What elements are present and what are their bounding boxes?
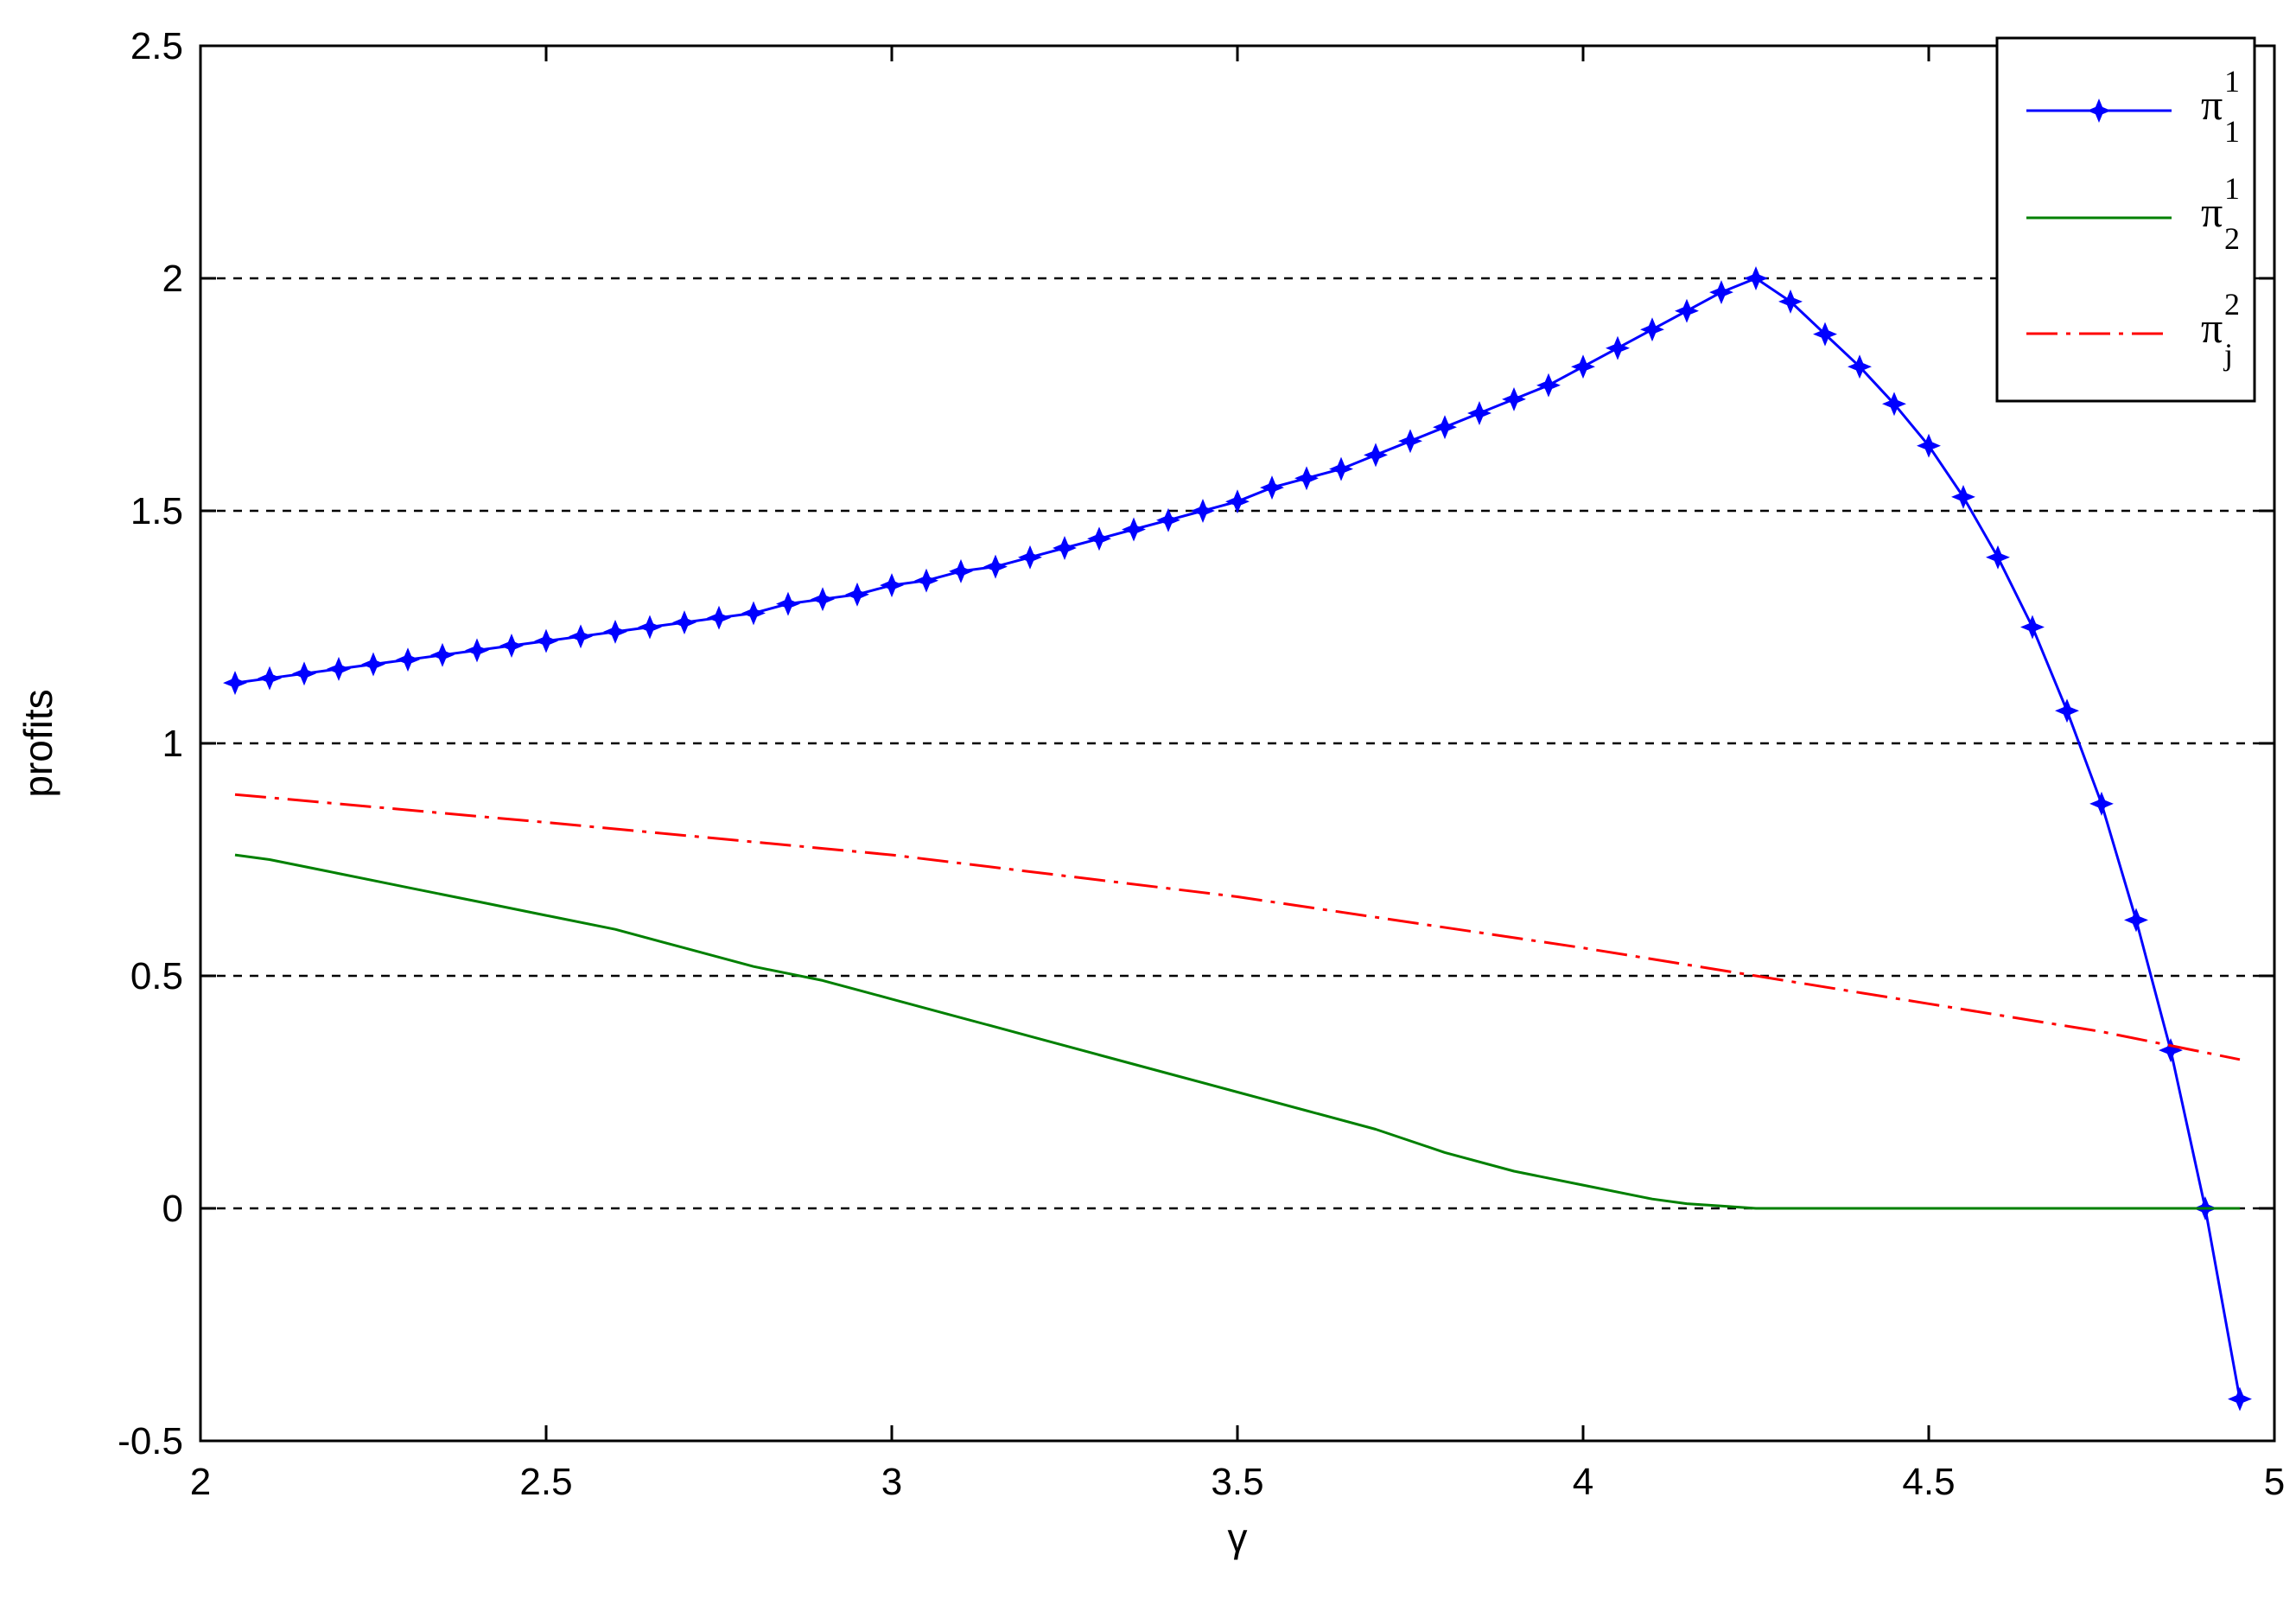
data-point-marker <box>1778 289 1803 314</box>
data-point-marker <box>776 591 800 616</box>
data-point-marker <box>1675 298 1699 323</box>
x-tick-label: 4.5 <box>1902 1461 1955 1503</box>
data-point-marker <box>811 587 835 612</box>
data-point-marker <box>569 624 593 649</box>
legend-label-subscript: 1 <box>2224 114 2240 149</box>
data-point-marker <box>1744 266 1768 290</box>
y-tick-label: 1 <box>162 723 183 765</box>
x-tick-label: 2 <box>190 1461 211 1503</box>
data-point-marker <box>361 652 385 677</box>
data-point-marker <box>465 638 489 663</box>
series-line <box>234 853 2240 1210</box>
data-point-marker <box>1951 484 1975 509</box>
data-point-marker <box>1536 373 1561 398</box>
data-point-marker <box>430 642 455 667</box>
data-point-marker <box>1709 280 1733 305</box>
data-point-marker <box>2228 1386 2252 1411</box>
data-point-marker <box>1156 507 1180 532</box>
series-group <box>234 793 2241 1061</box>
data-point-marker <box>2089 791 2114 816</box>
legend-label-base: π <box>2201 188 2223 236</box>
x-tick-label: 3 <box>881 1461 902 1503</box>
legend-label-subscript: j <box>2223 337 2233 372</box>
y-tick-label: 1.5 <box>130 490 183 532</box>
data-point-marker <box>741 601 766 626</box>
data-point-marker <box>983 554 1008 579</box>
y-tick-label: -0.5 <box>118 1420 183 1462</box>
x-tick-label: 4 <box>1573 1461 1593 1503</box>
data-point-marker <box>1260 475 1284 500</box>
data-point-marker <box>914 568 938 593</box>
legend-label-superscript: 1 <box>2224 171 2240 206</box>
data-point-marker <box>1848 354 1872 379</box>
data-point-marker <box>1882 392 1906 417</box>
data-point-marker <box>2020 615 2045 640</box>
data-point-marker <box>603 619 627 644</box>
y-axis-label: profits <box>16 689 60 797</box>
y-tick-label: 2.5 <box>130 25 183 67</box>
data-point-marker <box>1191 499 1215 523</box>
data-point-marker <box>258 666 282 691</box>
data-point-marker <box>534 628 558 653</box>
x-axis-label: γ <box>1228 1515 1248 1560</box>
data-point-marker <box>1018 545 1042 570</box>
y-tick-label: 2 <box>162 258 183 300</box>
data-point-marker <box>1986 545 2010 570</box>
legend-label-superscript: 1 <box>2224 64 2240 99</box>
legend-label-subscript: 2 <box>2224 221 2240 256</box>
series-group <box>223 266 2252 1411</box>
data-point-marker <box>499 634 524 658</box>
data-point-marker <box>1467 401 1491 425</box>
data-point-marker <box>1917 433 1941 458</box>
data-point-marker <box>1053 536 1077 560</box>
legend-box <box>1995 36 2256 403</box>
x-tick-label: 2.5 <box>519 1461 572 1503</box>
data-point-marker <box>1433 415 1457 440</box>
data-point-marker <box>2124 908 2148 933</box>
data-point-marker <box>1502 386 1526 411</box>
x-tick-label: 5 <box>2264 1461 2285 1503</box>
legend-label-base: π <box>2201 303 2223 352</box>
data-point-marker <box>1364 443 1388 468</box>
x-tick-label: 3.5 <box>1211 1461 1263 1503</box>
data-point-marker <box>1087 526 1111 551</box>
data-point-marker <box>638 615 662 640</box>
data-point-marker <box>1571 354 1595 379</box>
legend-marker <box>2087 99 2111 123</box>
legend-label-superscript: 2 <box>2224 287 2240 322</box>
series-line <box>234 793 2241 1061</box>
data-point-marker <box>949 558 973 583</box>
axis-ticks: 2 2.5 3 3.5 4 4.5 5 2.5 2 1.5 1 0.5 0 -0.5 <box>118 25 2285 1503</box>
series-group <box>234 853 2240 1210</box>
data-point-marker <box>1122 517 1146 542</box>
data-point-marker <box>1398 429 1422 454</box>
data-point-marker <box>2159 1038 2183 1063</box>
data-point-marker <box>672 610 696 635</box>
legend: π 11π 12π 2j <box>1995 36 2256 403</box>
y-tick-label: 0.5 <box>130 955 183 997</box>
data-point-marker <box>1329 456 1353 481</box>
data-point-marker <box>1294 466 1319 491</box>
data-point-marker <box>223 671 247 696</box>
legend-label-base: π <box>2201 80 2223 129</box>
series-lines <box>223 266 2252 1411</box>
data-point-marker <box>292 661 316 686</box>
data-point-marker <box>880 573 904 598</box>
data-point-marker <box>1225 489 1250 514</box>
data-point-marker <box>2055 698 2079 723</box>
data-point-marker <box>396 647 420 672</box>
y-tick-label: 0 <box>162 1188 183 1230</box>
data-point-marker <box>327 656 351 681</box>
data-point-marker <box>1813 322 1837 347</box>
data-point-marker <box>707 605 731 630</box>
data-point-marker <box>1640 317 1664 342</box>
data-point-marker <box>845 582 869 607</box>
data-point-marker <box>1606 335 1630 360</box>
